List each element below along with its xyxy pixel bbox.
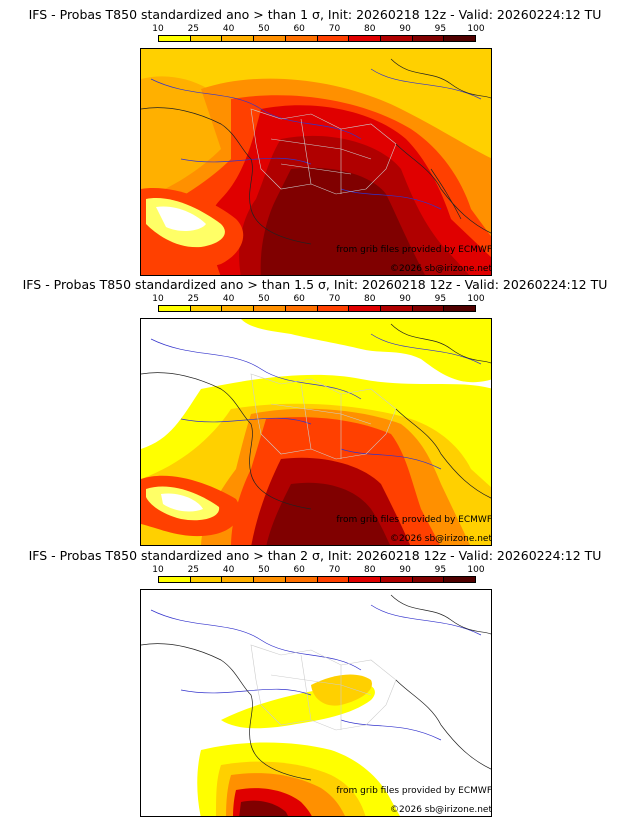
map-field <box>141 590 491 816</box>
color-bar <box>158 576 476 583</box>
legend-tick: 50 <box>258 24 270 34</box>
legend-tick: 90 <box>399 294 411 304</box>
color-bar-swatch <box>317 36 350 41</box>
color-bar-swatch <box>285 36 318 41</box>
legend-tick: 80 <box>364 565 376 575</box>
color-bar-swatch <box>317 577 350 582</box>
legend-tick: 40 <box>222 294 235 304</box>
legend-tick: 70 <box>328 294 341 304</box>
legend-tick: 10 <box>152 24 164 34</box>
legend-tick: 50 <box>258 294 270 304</box>
map-panel-3: IFS - Probas T850 standardized ano > tha… <box>0 541 630 817</box>
color-bar-swatch <box>444 577 476 582</box>
probability-map <box>140 48 492 276</box>
legend-tick: 10 <box>152 565 164 575</box>
color-bar-swatch <box>190 306 223 311</box>
legend-tick: 90 <box>399 24 411 34</box>
legend-ticks: 10 25 40 50 60 70 80 90 95 100 <box>152 294 484 304</box>
probability-map <box>140 318 492 546</box>
credit-copyright: ©2026 sb@irizone.net <box>390 264 492 274</box>
color-bar-swatch <box>444 36 476 41</box>
credit-copyright: ©2026 sb@irizone.net <box>390 534 492 544</box>
credit-source: from grib files provided by ECMWF <box>336 786 492 796</box>
legend-tick: 50 <box>258 565 270 575</box>
panel-title: IFS - Probas T850 standardized ano > tha… <box>22 277 608 292</box>
color-bar-swatch <box>222 306 255 311</box>
color-bar-swatch <box>412 577 445 582</box>
legend-tick: 25 <box>187 565 200 575</box>
map-panel-1: IFS - Probas T850 standardized ano > tha… <box>0 0 630 276</box>
credit-source: from grib files provided by ECMWF <box>336 245 492 255</box>
credit-copyright: ©2026 sb@irizone.net <box>390 805 492 815</box>
panel-title: IFS - Probas T850 standardized ano > tha… <box>28 548 602 563</box>
map-field <box>141 49 491 275</box>
color-bar-swatch <box>190 36 223 41</box>
legend-tick: 60 <box>293 294 305 304</box>
color-bar-swatch <box>159 36 191 41</box>
legend-ticks: 10 25 40 50 60 70 80 90 95 100 <box>152 24 484 34</box>
color-bar-swatch <box>380 577 413 582</box>
color-bar-swatch <box>317 306 350 311</box>
color-bar-swatch <box>254 36 286 41</box>
color-bar-swatch <box>349 36 381 41</box>
legend-tick: 70 <box>328 24 341 34</box>
map-panel-2: IFS - Probas T850 standardized ano > tha… <box>0 270 630 546</box>
color-bar <box>158 35 476 42</box>
map-field <box>141 319 491 545</box>
legend-tick: 40 <box>222 565 235 575</box>
legend-tick: 95 <box>434 294 447 304</box>
color-bar-swatch <box>349 306 381 311</box>
legend-tick: 95 <box>434 24 447 34</box>
color-bar-swatch <box>412 306 445 311</box>
color-bar-swatch <box>444 306 476 311</box>
legend-tick: 100 <box>467 294 485 304</box>
color-bar-swatch <box>254 306 286 311</box>
legend-tick: 100 <box>467 565 485 575</box>
legend-tick: 80 <box>364 294 376 304</box>
legend-tick: 90 <box>399 565 411 575</box>
color-bar-swatch <box>159 306 191 311</box>
legend-tick: 60 <box>293 565 305 575</box>
color-bar-swatch <box>380 36 413 41</box>
legend-tick: 25 <box>187 294 200 304</box>
probability-map <box>140 589 492 817</box>
legend-ticks: 10 25 40 50 60 70 80 90 95 100 <box>152 565 484 575</box>
credit-source: from grib files provided by ECMWF <box>336 515 492 525</box>
legend-tick: 40 <box>222 24 235 34</box>
color-bar-swatch <box>349 577 381 582</box>
legend-tick: 80 <box>364 24 376 34</box>
color-bar-swatch <box>380 306 413 311</box>
color-bar-swatch <box>190 577 223 582</box>
color-bar <box>158 305 476 312</box>
legend-tick: 60 <box>293 24 305 34</box>
legend-tick: 70 <box>328 565 341 575</box>
legend-tick: 95 <box>434 565 447 575</box>
color-bar-swatch <box>222 36 255 41</box>
color-bar-swatch <box>222 577 255 582</box>
legend-tick: 25 <box>187 24 200 34</box>
legend-tick: 10 <box>152 294 164 304</box>
color-bar-swatch <box>412 36 445 41</box>
panel-title: IFS - Probas T850 standardized ano > tha… <box>28 7 602 22</box>
legend-tick: 100 <box>467 24 485 34</box>
color-bar-swatch <box>159 577 191 582</box>
color-bar-swatch <box>285 577 318 582</box>
color-bar-swatch <box>254 577 286 582</box>
color-bar-swatch <box>285 306 318 311</box>
